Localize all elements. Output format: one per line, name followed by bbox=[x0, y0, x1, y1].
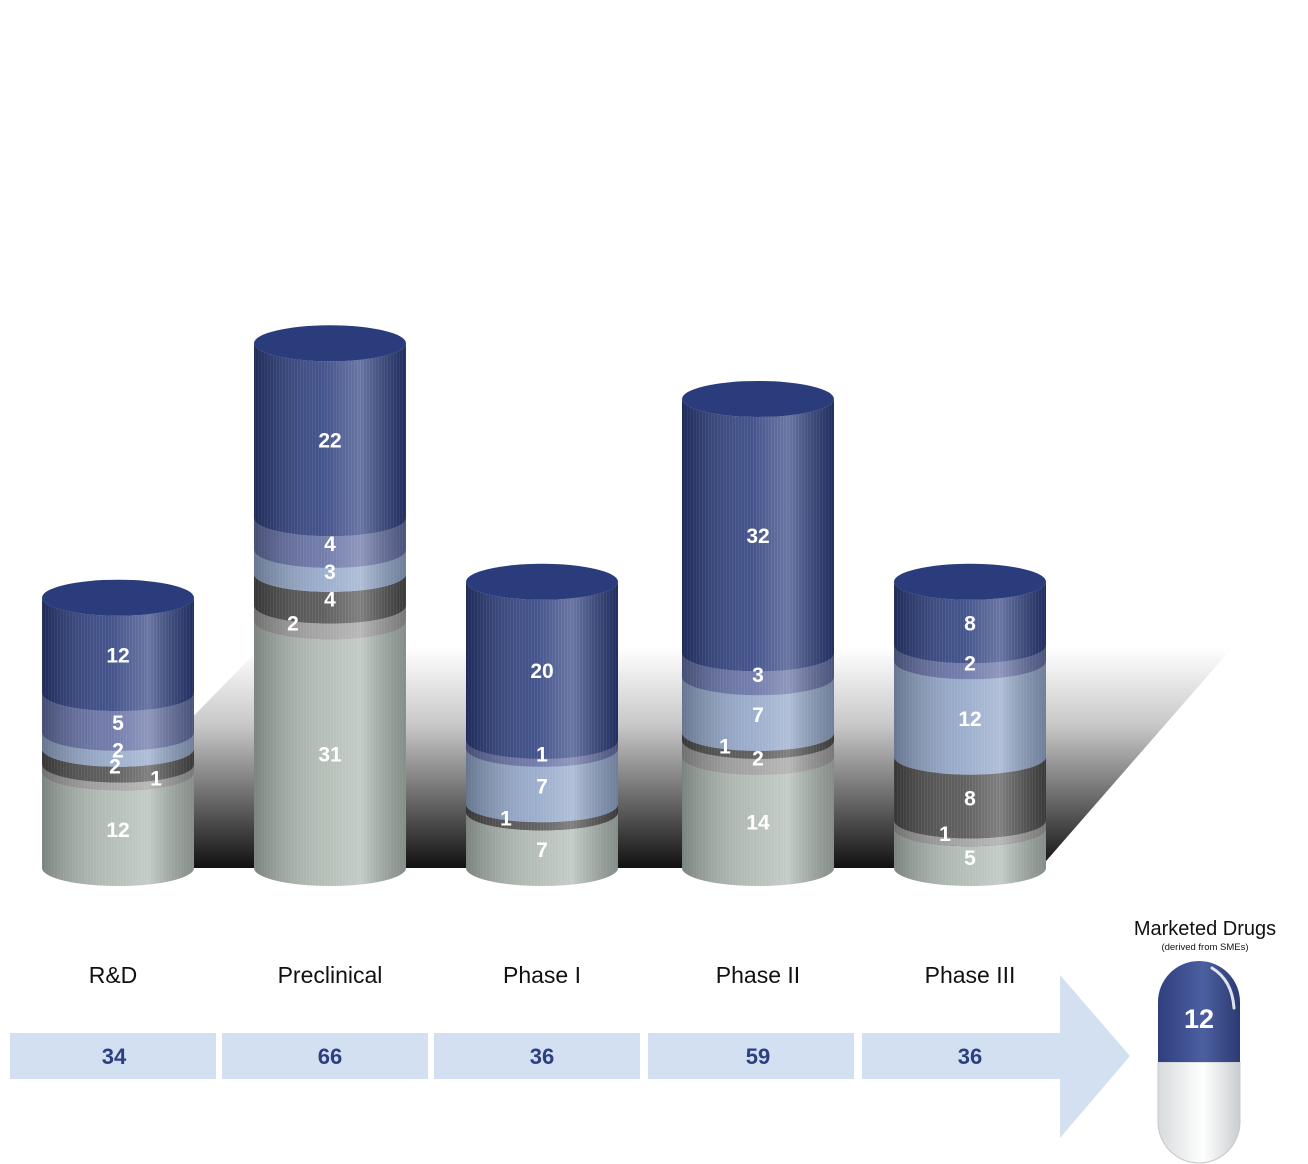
floor-shadow bbox=[45, 648, 1232, 868]
segment-value-label: 8 bbox=[964, 613, 976, 636]
bar-segment bbox=[42, 693, 194, 751]
bar-segment bbox=[894, 828, 1046, 886]
stage-total-value: 36 bbox=[958, 1044, 982, 1069]
bar-segment bbox=[682, 740, 834, 775]
segment-value-label: 4 bbox=[324, 533, 336, 556]
marketed-drugs-subtitle: (derived from SMEs) bbox=[1161, 942, 1248, 953]
bar-segment bbox=[894, 645, 1046, 680]
bar-segment bbox=[42, 772, 194, 886]
bar-segment bbox=[42, 579, 194, 712]
segment-value-label: 20 bbox=[530, 660, 553, 683]
segment-value-label: 3 bbox=[324, 561, 336, 584]
segment-value-label: 1 bbox=[719, 736, 731, 759]
stage-total-value: 34 bbox=[102, 1044, 127, 1069]
bar-segment bbox=[894, 756, 1046, 839]
segment-value-label: 1 bbox=[939, 823, 951, 846]
segment-value-label: 12 bbox=[958, 708, 981, 731]
stage-total-box bbox=[10, 1033, 216, 1079]
bar-segment bbox=[254, 573, 406, 624]
bar-segment bbox=[42, 748, 194, 783]
bar-segment bbox=[894, 820, 1046, 847]
stage-total-box bbox=[434, 1033, 640, 1079]
bar-segment bbox=[466, 804, 619, 831]
bar-top-cap bbox=[466, 563, 618, 600]
segment-value-label: 5 bbox=[112, 712, 124, 735]
pipeline-arrow-head bbox=[1060, 975, 1130, 1138]
bar-segment bbox=[466, 748, 619, 823]
marketed-drugs-value: 12 bbox=[1184, 1004, 1214, 1034]
segment-value-label: 2 bbox=[287, 613, 299, 636]
bar-top-cap bbox=[254, 325, 406, 362]
segment-value-label: 7 bbox=[536, 839, 548, 862]
segment-value-label: 7 bbox=[752, 704, 764, 727]
segment-value-label: 32 bbox=[746, 525, 769, 548]
stage-total-value: 59 bbox=[746, 1044, 770, 1069]
bar-segment bbox=[466, 740, 619, 767]
category-label: Phase I bbox=[503, 962, 581, 988]
segment-value-label: 7 bbox=[536, 775, 548, 798]
bar-segment bbox=[682, 732, 834, 759]
bar-segment bbox=[466, 563, 619, 759]
segment-value-label: 2 bbox=[964, 652, 976, 675]
category-label: Phase III bbox=[925, 962, 1016, 988]
bar-segment bbox=[682, 380, 834, 672]
segment-value-label: 1 bbox=[536, 744, 548, 767]
segment-value-label: 22 bbox=[318, 430, 341, 453]
bar-segment bbox=[682, 653, 834, 696]
segment-value-label: 14 bbox=[746, 811, 770, 834]
segment-value-label: 8 bbox=[964, 787, 976, 810]
stage-total-value: 66 bbox=[318, 1044, 342, 1069]
segment-value-label: 3 bbox=[752, 664, 764, 687]
bar-segment bbox=[682, 756, 834, 886]
stage-total-box bbox=[222, 1033, 428, 1079]
segment-value-label: 12 bbox=[106, 819, 129, 842]
capsule-icon bbox=[1157, 961, 1241, 1164]
marketed-drugs-title: Marketed Drugs bbox=[1134, 918, 1276, 940]
segment-value-label: 1 bbox=[500, 807, 512, 830]
stage-total-box bbox=[862, 1033, 1068, 1079]
bar-segment bbox=[254, 518, 406, 568]
bar-segment bbox=[254, 621, 406, 886]
segment-value-label: 4 bbox=[324, 589, 336, 612]
segment-value-label: 31 bbox=[318, 744, 342, 767]
bar-segment bbox=[42, 732, 194, 767]
category-label: R&D bbox=[89, 962, 138, 988]
bar-top-cap bbox=[682, 380, 834, 417]
bar-segment bbox=[254, 550, 406, 592]
category-label: Preclinical bbox=[278, 962, 383, 988]
stage-total-value: 36 bbox=[530, 1044, 554, 1069]
segment-value-label: 2 bbox=[109, 756, 121, 779]
bar-top-cap bbox=[42, 579, 194, 616]
bar-segment bbox=[42, 764, 194, 791]
segment-value-label: 12 bbox=[106, 644, 129, 667]
bar-top-cap bbox=[894, 563, 1046, 600]
stage-total-box bbox=[648, 1033, 854, 1079]
bar-segment bbox=[894, 563, 1046, 664]
bar-segment bbox=[682, 677, 834, 751]
bar-segment bbox=[254, 325, 406, 537]
segment-value-label: 2 bbox=[112, 740, 124, 763]
bar-segment bbox=[466, 812, 619, 886]
bar-segment bbox=[894, 661, 1046, 775]
category-label: Phase II bbox=[716, 962, 800, 988]
segment-value-label: 5 bbox=[964, 847, 976, 870]
bar-segment bbox=[254, 605, 406, 640]
segment-value-label: 2 bbox=[752, 748, 764, 771]
segment-value-label: 1 bbox=[150, 768, 162, 791]
